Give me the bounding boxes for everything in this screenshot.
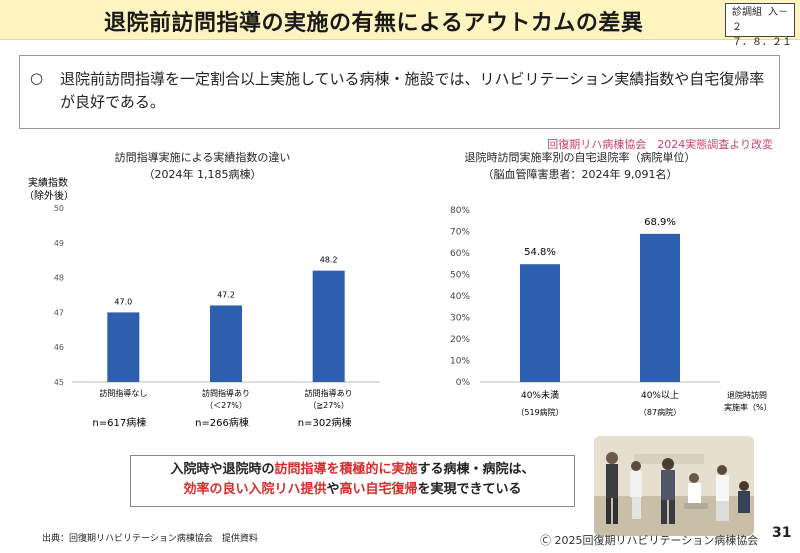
left-chart-ytick: 49 [54,239,64,248]
left-chart-ytick: 47 [54,308,64,317]
right-chart-ytick: 80% [450,206,470,216]
left-chart-n-label: n=266病棟 [195,416,249,429]
left-chart-ytick: 48 [54,274,64,283]
left-chart-ytick: 46 [54,343,64,352]
right-chart-ytick: 20% [450,335,470,345]
left-chart-title-line2: （2024年 1,185病棟） [143,168,262,181]
conclusion-line2-highlight2: 高い自宅復帰 [339,482,418,497]
right-chart-ytick: 40% [450,292,470,302]
conclusion-line2-d: を実現できている [417,482,522,497]
right-chart: 0% 10% 20% 30% 40% 50% 60% 70% 80% 54.8% 40%未満 （519… [450,206,772,417]
document-tag-line1: 診調組 入－２ [732,7,789,33]
left-chart-value-label: 48.2 [320,256,338,265]
left-chart-bar [210,305,242,382]
right-chart-title: 退院時訪問実施率別の自宅退院率（病院単位） （脳血管障害患者：2024年 9,0… [455,149,705,183]
right-chart-category-sublabel: （519病院） [516,407,563,417]
left-chart-title: 訪問指導実施による実績指数の違い （2024年 1,185病棟） [95,149,310,183]
left-chart-category-sublabel: （≧27%） [308,401,348,410]
conclusion-line2-b: や [326,482,340,497]
left-chart-ytick: 45 [54,378,64,387]
right-chart-xlabel-line2: 実施率（%） [724,402,772,412]
conclusion-line1-highlight: 訪問指導を積極的に実施 [274,462,418,477]
right-chart-bar [520,264,560,382]
summary-bullet-icon: ○ [30,69,44,87]
right-chart-bar [640,233,680,382]
right-chart-ytick: 70% [450,228,470,238]
left-chart: 実績指数（除外後） 45 46 47 48 49 50 47.0 訪問指導なし n=617病棟 47… [24,176,380,429]
conclusion-line2-highlight1: 効率の良い入院リハ提供 [183,482,327,497]
right-chart-title-line2: （脳血管障害患者：2024年 9,091名） [482,168,678,181]
copyright: Ⓒ 2025回復期リハビリテーション病棟協会 [540,534,759,547]
page-title: 退院前訪問指導の実施の有無によるアウトカムの差異 [104,11,644,36]
right-chart-value-label: 68.9% [644,217,676,228]
left-chart-category-sublabel: （＜27%） [205,401,247,410]
left-chart-title-line1: 訪問指導実施による実績指数の違い [114,151,291,164]
rehabilitation-photo-illustration [594,436,754,536]
source-note: 回復期リハ病棟協会 2024実態調査より改変 [547,138,773,151]
left-chart-category-label: 訪問指導あり [202,388,250,398]
left-chart-category-label: 訪問指導あり [305,388,353,398]
left-chart-bar [312,270,345,382]
left-chart-ylabel-line2: （除外後） [24,189,74,202]
left-chart-ytick: 50 [54,204,64,213]
left-chart-value-label: 47.0 [114,297,132,306]
document-tag: 診調組 入－２ ７．８．２１ [725,3,795,48]
left-chart-category-label: 訪問指導なし [99,388,147,398]
summary-text: 退院前訪問指導を一定割合以上実施している病棟・施設では、リハビリテーション実績指… [60,70,765,111]
right-chart-title-line1: 退院時訪問実施率別の自宅退院率（病院単位） [464,151,696,164]
right-chart-ytick: 60% [450,249,470,259]
right-chart-category-sublabel: （87病院） [639,407,681,417]
right-chart-value-label: 54.8% [524,247,556,258]
conclusion-line1: 入院時や退院時の訪問指導を積極的に実施する病棟・病院は、 [131,460,574,480]
right-chart-ytick: 10% [450,357,470,367]
right-chart-xlabel-line1: 退院時訪問 [727,390,767,400]
title-bar: 退院前訪問指導の実施の有無によるアウトカムの差異 診調組 入－２ ７．８．２１ [0,0,800,48]
left-chart-ylabel-line1: 実績指数 [28,176,68,189]
right-chart-category-label: 40%以上 [641,390,679,401]
right-chart-ytick: 50% [450,271,470,281]
left-chart-bar [107,312,140,382]
page-number: 31 [772,525,792,541]
conclusion-line1-c: する病棟・病院は、 [417,462,535,477]
summary-box: ○ 退院前訪問指導を一定割合以上実施している病棟・施設では、リハビリテーション実… [19,55,780,129]
right-chart-ytick: 30% [450,314,470,324]
document-tag-line2: ７．８．２１ [732,37,792,48]
right-chart-ytick: 0% [456,378,471,388]
left-chart-n-label: n=617病棟 [92,416,146,429]
rehabilitation-photo [594,436,754,536]
conclusion-line1-a: 入院時や退院時の [170,462,275,477]
left-chart-value-label: 47.2 [217,290,235,299]
left-chart-n-label: n=302病棟 [298,416,352,429]
conclusion-box: 入院時や退院時の訪問指導を積極的に実施する病棟・病院は、 効率の良い入院リハ提供… [130,455,575,507]
conclusion-line2: 効率の良い入院リハ提供や高い自宅復帰を実現できている [131,480,574,500]
right-chart-category-label: 40%未満 [521,389,559,401]
footer-source: 出典：回復期リハビリテーション病棟協会 提供資料 [42,534,258,544]
